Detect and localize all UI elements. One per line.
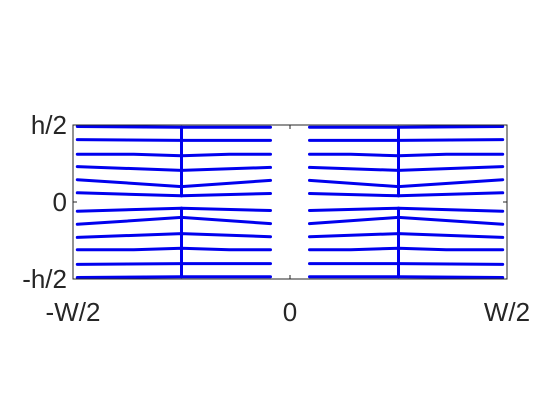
streamline-right-7 <box>308 215 505 226</box>
streamline-right-1 <box>308 138 505 142</box>
streamline-right-9 <box>308 246 505 252</box>
x-tick-label-1: 0 <box>283 297 297 327</box>
streamline-left-5 <box>75 191 272 198</box>
streamline-right-5 <box>308 191 505 198</box>
streamline-right-3 <box>308 165 505 172</box>
tick-labels: -W/2 0 W/2 h/2 0 -h/2 <box>22 110 530 327</box>
y-tick-label-1: 0 <box>53 187 67 217</box>
streamline-left-3 <box>75 165 272 172</box>
streamline-left-1 <box>75 138 272 142</box>
streamline-right-6 <box>308 206 505 213</box>
axis-ticks <box>72 124 508 280</box>
streamline-left-2 <box>75 152 272 158</box>
streamline-right-8 <box>308 232 505 239</box>
streamline-left-6 <box>75 206 272 213</box>
y-tick-label-2: -h/2 <box>22 264 67 294</box>
streamline-left-0 <box>75 125 272 129</box>
streamline-left-4 <box>75 178 272 189</box>
streamline-right-10 <box>308 262 505 266</box>
plot-lines <box>75 125 505 279</box>
streamline-right-0 <box>308 125 505 129</box>
streamline-right-11 <box>308 275 505 279</box>
streamline-left-7 <box>75 215 272 226</box>
x-tick-label-0: -W/2 <box>46 297 101 327</box>
x-tick-label-2: W/2 <box>484 297 530 327</box>
streamline-right-4 <box>308 178 505 189</box>
streamline-left-9 <box>75 246 272 252</box>
streamline-left-10 <box>75 262 272 266</box>
axes-box <box>72 124 508 280</box>
streamline-left-11 <box>75 275 272 279</box>
streamline-right-2 <box>308 152 505 158</box>
streamline-left-8 <box>75 232 272 239</box>
y-tick-label-0: h/2 <box>31 110 67 140</box>
